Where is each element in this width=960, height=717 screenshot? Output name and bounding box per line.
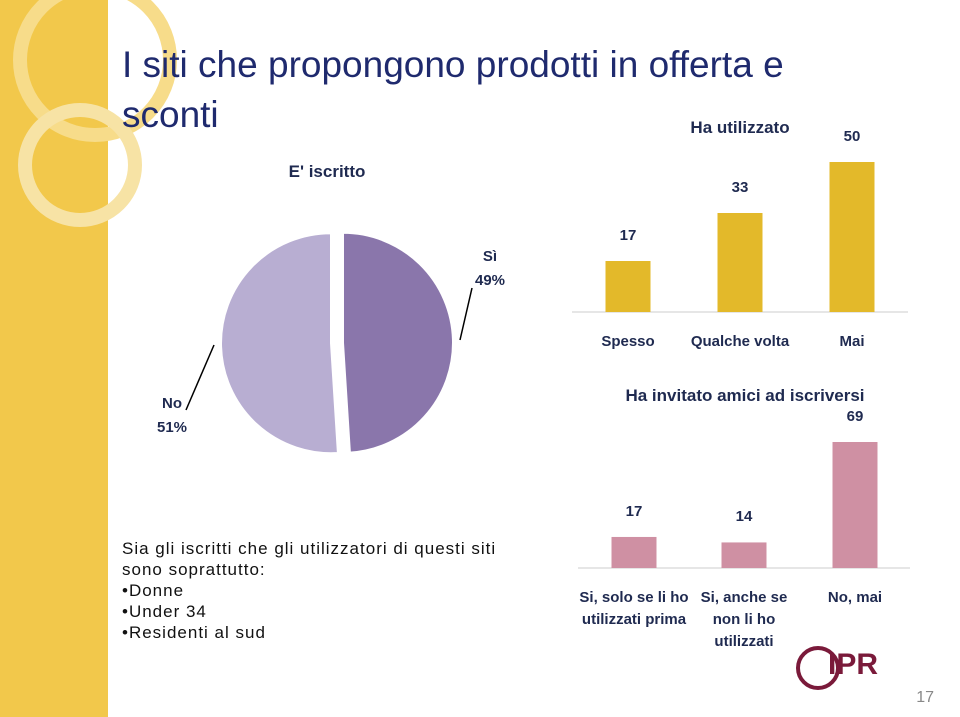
- pie-slice: [220, 232, 339, 455]
- category-label: Spesso: [601, 333, 655, 350]
- category-label: No, mai: [827, 589, 883, 606]
- bullet: •Donne: [122, 581, 185, 600]
- bar: [605, 261, 651, 312]
- decor: [18, 103, 142, 227]
- bullet: •Residenti al sud: [122, 623, 266, 642]
- bullet-text: Donne: [128, 581, 185, 600]
- data-label: 69: [846, 408, 864, 425]
- slice-value-label: 49%: [474, 272, 506, 289]
- data-label: 33: [731, 179, 749, 196]
- bar: [829, 162, 875, 312]
- chart-title: E' iscritto: [288, 162, 366, 181]
- bullet-text: Under 34: [128, 602, 207, 621]
- bar: [721, 542, 767, 568]
- slide-title: I siti che propongono prodotti in offert…: [122, 44, 784, 135]
- bar: [832, 442, 878, 568]
- leader-line: [459, 287, 473, 341]
- data-label: 17: [619, 227, 637, 244]
- slice-value-label: 51%: [156, 419, 188, 436]
- bar: [611, 536, 657, 568]
- category-label: Si, solo se li ho utilizzati prima: [579, 589, 689, 628]
- chart-title: Ha utilizzato: [690, 118, 790, 137]
- leader-line: [185, 344, 215, 411]
- bar: [717, 213, 763, 312]
- logo-mark: [796, 646, 840, 690]
- decor: [13, 0, 177, 142]
- pie-slice: [341, 231, 454, 454]
- chart-title: Ha invitato amici ad iscriversi: [625, 386, 865, 405]
- page-number: 17: [916, 689, 934, 706]
- category-label: Qualche volta: [690, 333, 790, 350]
- logo: IPR: [828, 648, 879, 681]
- bullet: •Under 34: [122, 602, 207, 621]
- category-label: Si, anche se non li ho utilizzati: [700, 589, 788, 650]
- slice-label: Sì: [482, 248, 498, 265]
- data-label: 14: [735, 508, 753, 526]
- bullet-text: Residenti al sud: [128, 623, 266, 642]
- category-label: Mai: [839, 333, 865, 350]
- intro: Sia gli iscritti che gli utilizzatori di…: [122, 539, 497, 579]
- slice-label: No: [162, 395, 182, 412]
- data-label: 17: [625, 502, 643, 520]
- data-label: 50: [843, 128, 861, 145]
- body-text: Sia gli iscritti che gli utilizzatori di…: [122, 538, 522, 643]
